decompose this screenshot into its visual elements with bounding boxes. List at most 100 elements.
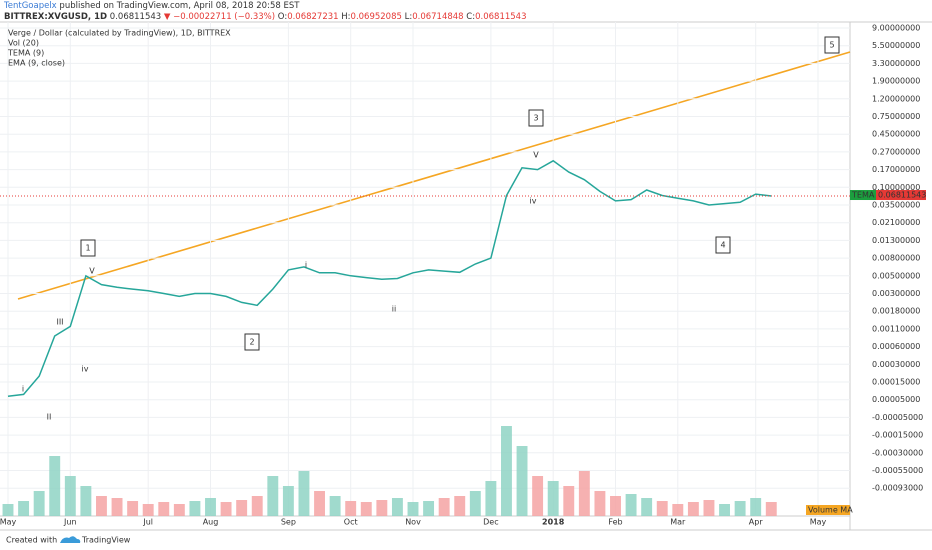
volume-bar (734, 501, 746, 516)
volume-bar (376, 500, 388, 516)
volume-bar (578, 471, 590, 516)
volume-bar (345, 501, 357, 516)
volume-bar (173, 504, 185, 516)
y-tick-label: 0.00060000 (872, 342, 920, 351)
wave-label: 2 (249, 338, 254, 347)
close: 0.06811543 (475, 12, 527, 22)
price-line (7, 159, 772, 397)
low: 0.06714848 (412, 12, 464, 22)
y-tick-label: 0.00300000 (872, 289, 920, 298)
y-tick-label: 0.01300000 (872, 236, 920, 245)
last-price-tag: 0.06811543 (878, 191, 926, 200)
wave-label: 3 (533, 114, 538, 123)
last-price-tag-bg (876, 190, 926, 201)
footer-created: Created with (6, 536, 57, 545)
volume-bar (64, 476, 76, 516)
volume-bar (687, 502, 699, 516)
open: 0.06827231 (287, 12, 339, 22)
publish-line: TentGoapelx published on TradingView.com… (4, 1, 526, 12)
trendline (17, 51, 851, 300)
volume-bar (33, 491, 45, 516)
volume-bar (158, 502, 170, 516)
y-tick-label: 0.75000000 (872, 112, 920, 121)
h-label: H: (341, 12, 351, 22)
volume-bar (282, 486, 294, 516)
volume-bar (205, 498, 216, 516)
volume-bar (2, 504, 14, 516)
y-tick-label: 9.00000000 (872, 24, 920, 33)
x-tick-label: Aug (203, 518, 219, 527)
y-tick-label: 0.00800000 (872, 254, 920, 263)
subwave-label: i (22, 385, 24, 394)
subwave-label: iv (530, 197, 537, 206)
y-tick-label: 0.00180000 (872, 307, 920, 316)
y-tick-label: 5.50000000 (872, 41, 920, 50)
y-tick-label: -0.00015000 (872, 431, 923, 440)
high: 0.06952085 (350, 12, 402, 22)
volume-bar (96, 496, 107, 516)
tema-tag-bg (850, 190, 876, 201)
volume-bar (750, 498, 762, 516)
volume-bar (641, 498, 653, 516)
legend-entry: TEMA (9) (7, 49, 44, 58)
x-tick-label: Feb (608, 518, 622, 527)
wave-box (528, 109, 544, 127)
symbol-line: BITTREX:XVGUSD, 1D 0.06811543 ▼ −0.00022… (4, 12, 526, 23)
volume-bar (360, 502, 372, 516)
subwave-label: III (56, 318, 63, 327)
x-tick-label: Mar (670, 518, 686, 527)
volume-bar (267, 476, 279, 516)
volume-bar (516, 446, 528, 516)
wave-box (824, 36, 840, 54)
y-tick-label: 1.90000000 (872, 77, 920, 86)
wave-label: 4 (720, 241, 725, 250)
legend-entry: Vol (20) (8, 39, 39, 48)
x-tick-label: Apr (749, 518, 764, 527)
legend-entry: Verge / Dollar (calculated by TradingVie… (8, 29, 231, 38)
y-tick-label: 0.00110000 (872, 324, 920, 333)
volume-ma-tag: Volume MA (808, 506, 853, 515)
y-tick-label: 0.00500000 (872, 271, 920, 280)
x-tick-label: May (810, 518, 827, 527)
subwave-label: II (47, 413, 52, 422)
last: 0.06811543 (109, 12, 162, 22)
symbol: BITTREX:XVGUSD, 1D (4, 12, 108, 22)
wave-box (244, 333, 260, 351)
volume-bar (407, 502, 419, 516)
volume-bar (189, 501, 201, 516)
volume-bar (80, 486, 92, 516)
header: TentGoapelx published on TradingView.com… (4, 1, 526, 23)
x-tick-label: May (0, 518, 17, 527)
volume-bar (719, 504, 730, 516)
volume-bar (765, 502, 777, 516)
footer-logo (60, 536, 81, 543)
y-tick-label: -0.00005000 (872, 413, 923, 422)
volume-ma-tag-bg (806, 505, 850, 515)
volume-bar (594, 491, 606, 516)
published: published on TradingView.com, April 08, … (59, 1, 300, 11)
volume-bar (656, 501, 668, 516)
volume-bar (438, 498, 450, 516)
x-tick-label: Nov (405, 518, 421, 527)
volume-bar (501, 426, 512, 516)
volume-bar (703, 500, 715, 516)
volume-bar (610, 496, 621, 516)
volume-bar (391, 498, 403, 516)
subwave-label: V (89, 267, 95, 276)
footer-brand: TradingView (81, 536, 131, 545)
legend-entry: EMA (9, close) (8, 59, 65, 68)
volume-bar (127, 501, 139, 516)
x-tick-label: Jul (142, 518, 153, 527)
volume-bar (423, 501, 435, 516)
tema-tag: TEMA (851, 191, 875, 200)
author[interactable]: TentGoapelx (4, 1, 57, 11)
x-tick-label: Sep (281, 518, 296, 527)
volume-bar (251, 496, 263, 516)
y-tick-label: -0.00030000 (872, 448, 923, 457)
y-tick-label: 0.03500000 (872, 201, 920, 210)
volume-bar (547, 481, 559, 516)
volume-bar (314, 491, 325, 516)
wave-label: 1 (85, 244, 90, 253)
